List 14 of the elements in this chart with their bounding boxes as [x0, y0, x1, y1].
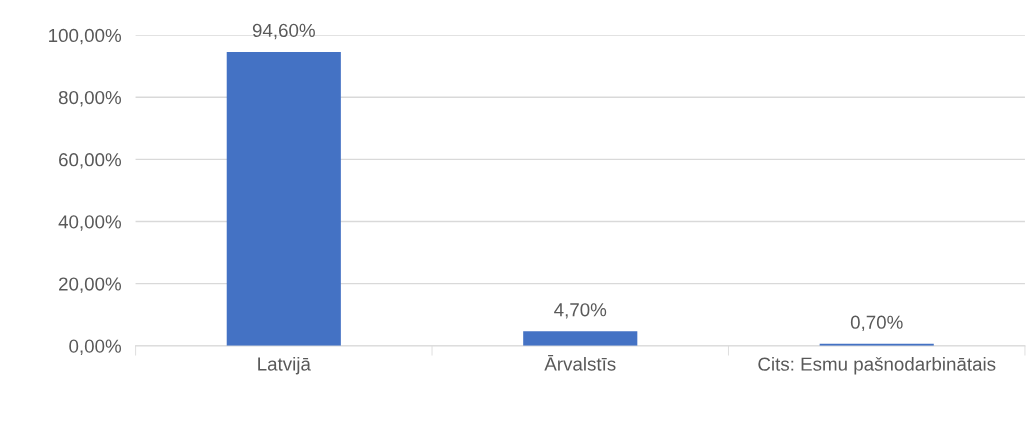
bar: [226, 51, 341, 346]
y-tick-label: 20,00%: [59, 277, 122, 293]
x-tick-label: Cits: Esmu pašnodarbinātais: [758, 356, 996, 375]
y-tick-label: 40,00%: [58, 215, 122, 231]
bar: [523, 331, 638, 346]
x-tick-label: Latvijā: [258, 356, 311, 375]
data-label: 4,70%: [554, 303, 607, 319]
y-tick-label: 0,00%: [69, 339, 122, 356]
y-tick-label: 60,00%: [59, 153, 122, 169]
data-label: 0,70%: [850, 315, 903, 332]
data-label: 94,60%: [252, 23, 315, 40]
x-tick-label: Ārvalstīs: [544, 355, 616, 371]
y-tick-label: 80,00%: [58, 90, 122, 107]
y-tick-label: 100,00%: [49, 28, 122, 45]
